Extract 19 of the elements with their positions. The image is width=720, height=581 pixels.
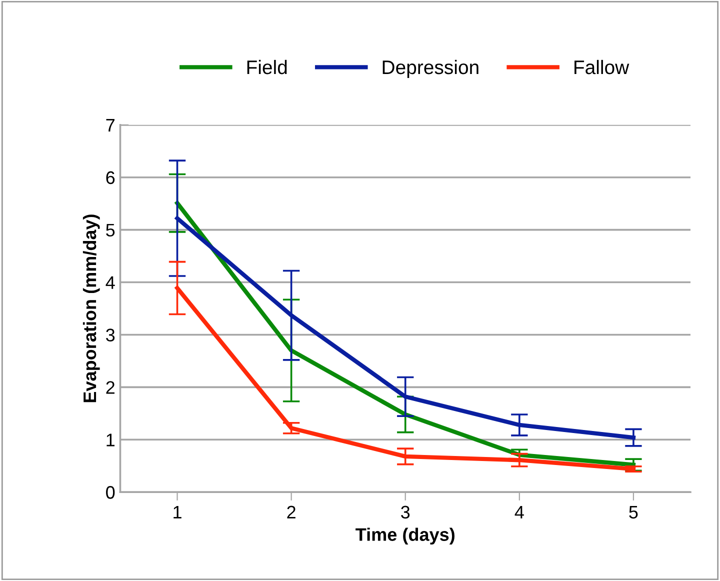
x-tick-label: 5: [629, 506, 638, 519]
x-tick-label: 2: [287, 506, 296, 518]
x-tick-label: 4: [514, 506, 524, 518]
legend-label: Field: [247, 60, 287, 74]
y-tick-label: 5: [106, 224, 115, 237]
legend-label: Fallow: [574, 60, 630, 74]
y-tick-label: 0: [106, 486, 115, 499]
y-tick-label: 7: [106, 119, 114, 132]
y-tick-label: 1: [106, 434, 114, 446]
y-tick-label: 3: [106, 328, 115, 342]
y-tick-label: 2: [106, 381, 114, 394]
legend-label: Depression: [382, 60, 478, 78]
x-tick-label: 1: [174, 506, 182, 518]
y-axis-title: Evaporation (mm/day): [82, 214, 100, 402]
x-tick-label: 3: [401, 506, 410, 519]
y-tick-label: 6: [106, 171, 115, 184]
line-series: [175, 200, 636, 467]
y-tick-label: 4: [106, 276, 115, 289]
x-axis-title: Time (days): [356, 528, 454, 545]
